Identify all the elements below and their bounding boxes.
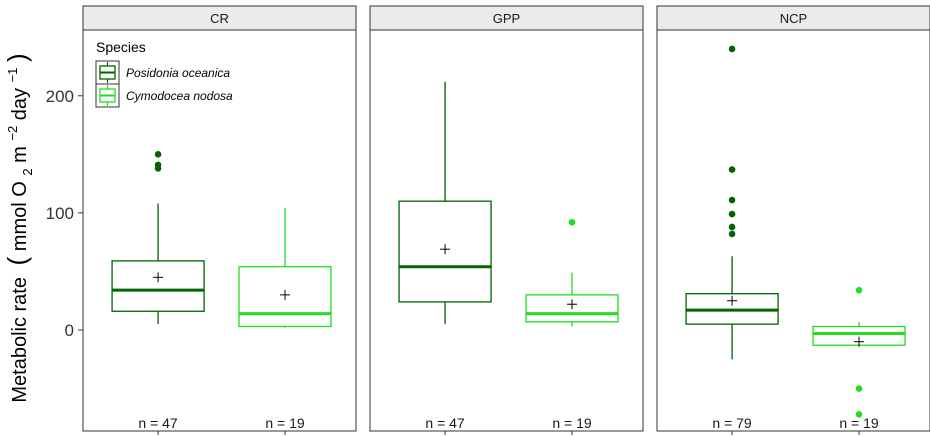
outlier-point — [154, 151, 162, 158]
facet-gpp: GPP n = 47 n = 19 — [369, 5, 644, 435]
y-axis-title-close-paren: ) — [2, 53, 32, 62]
facet-strip-label: GPP — [493, 11, 520, 26]
box-cr-cymodocea: n = 19 — [238, 208, 332, 435]
y-axis-title-main: Metabolic rate — [9, 277, 31, 403]
outlier-point — [728, 196, 736, 204]
y-axis-title-sup2: −1 — [5, 68, 20, 83]
sample-size-label: n = 47 — [138, 415, 178, 431]
outlier-point — [855, 411, 863, 418]
box-cr-posidonia: n = 47 — [111, 151, 205, 435]
outlier-point — [728, 223, 736, 231]
panel-border — [656, 29, 930, 432]
outlier-point — [568, 218, 576, 226]
outlier-point — [855, 286, 863, 294]
facet-strip — [82, 5, 357, 31]
outlier-point — [728, 166, 736, 173]
legend-title: Species — [96, 39, 146, 55]
outlier-point — [728, 230, 736, 238]
box-ncp-cymodocea: n = 19 — [812, 286, 906, 435]
sample-size-label: n = 19 — [839, 415, 879, 431]
y-axis-title-open-paren: ( — [2, 256, 32, 265]
legend-label: Posidonia oceanica — [126, 66, 230, 80]
outlier-point — [855, 385, 863, 392]
y-axis-title-unit3: day — [9, 88, 31, 120]
y-axis-title-sup1: −2 — [5, 126, 20, 141]
panel-border — [82, 29, 357, 432]
sample-size-label: n = 47 — [425, 415, 465, 431]
facet-strip — [656, 5, 930, 31]
box-gpp-posidonia: n = 47 — [398, 81, 492, 435]
sample-size-label: n = 19 — [265, 415, 305, 431]
facet-strip-label: NCP — [780, 11, 807, 26]
y-axis-title-unit2: m — [9, 146, 31, 163]
outlier-point — [728, 210, 736, 218]
outlier-point — [728, 45, 736, 53]
legend-item: Posidonia oceanica — [95, 60, 230, 85]
outlier-point — [154, 161, 162, 169]
box-gpp-cymodocea: n = 19 — [525, 218, 619, 435]
y-tick-label: 100 — [46, 204, 74, 223]
sample-size-label: n = 19 — [552, 415, 592, 431]
box-ncp-posidonia: n = 79 — [685, 45, 779, 435]
legend-label: Cymodocea nodosa — [126, 89, 233, 103]
sample-size-label: n = 79 — [712, 415, 752, 431]
y-axis-title: Metabolic rate ( mmol O 2 m −2 day −1 ) — [0, 53, 37, 402]
facet-ncp: NCP n = 79 n = 19 — [656, 5, 930, 435]
y-axis: 0 100 200 — [46, 87, 83, 340]
panel-border — [369, 29, 644, 432]
y-axis-title-unit1: mmol O — [9, 181, 31, 251]
facet-strip-label: CR — [210, 11, 229, 26]
legend-item: Cymodocea nodosa — [95, 83, 233, 108]
y-tick-label: 0 — [65, 321, 74, 340]
facet-strip — [369, 5, 644, 31]
y-tick-label: 200 — [46, 87, 74, 106]
plot-area: CR n = 47 n = 19 GPP n = 47 n = 19 NCP n = 79 n … — [46, 5, 930, 435]
y-axis-title-sub: 2 — [20, 168, 35, 175]
facet-cr: CR n = 47 n = 19 — [82, 5, 357, 435]
legend: Species Posidonia oceanica Cymodocea nodos… — [95, 39, 233, 108]
box-iqr — [111, 260, 205, 312]
